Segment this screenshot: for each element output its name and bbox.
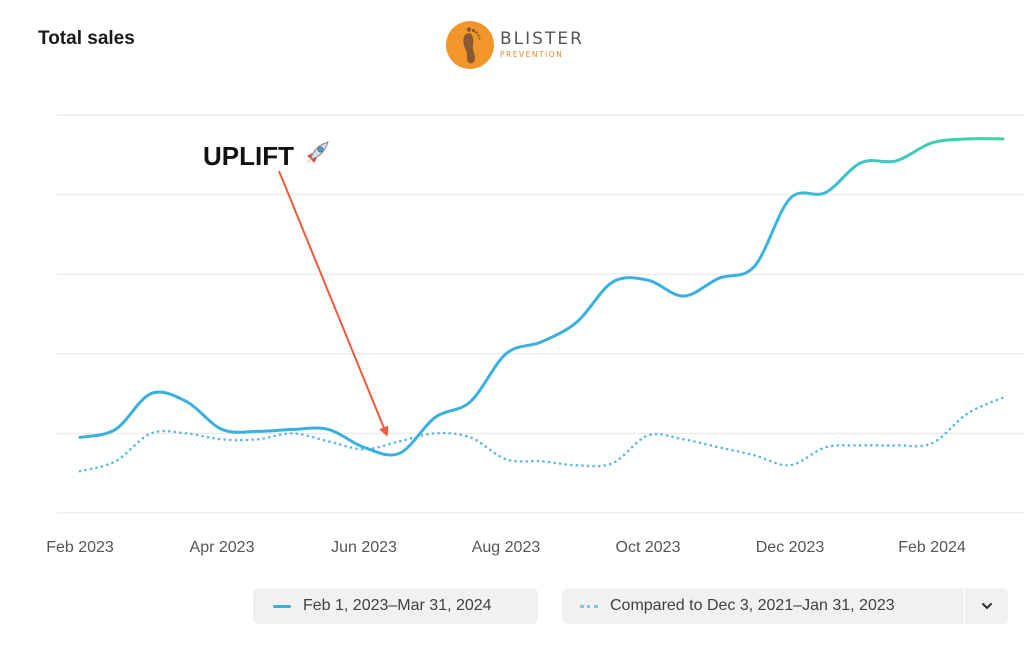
x-tick-label: Feb 2023 [46,539,114,556]
chart-title: Total sales [38,28,135,49]
dotted-line-swatch [580,604,598,608]
primary-period-legend[interactable]: Feb 1, 2023–Mar 31, 2024 [253,588,538,624]
annotation-arrow [278,170,389,437]
comparison-period-label: Compared to Dec 3, 2021–Jan 31, 2023 [610,597,895,614]
primary-period-label: Feb 1, 2023–Mar 31, 2024 [303,597,492,614]
rocket-icon [302,138,332,175]
x-tick-label: Oct 2023 [616,539,681,556]
x-tick-label: Jun 2023 [331,539,397,556]
legend-divider [964,588,965,624]
sales-line-chart: Feb 2023 Apr 2023 Jun 2023 Aug 2023 Oct 2023… [46,114,1024,556]
x-tick-label: Aug 2023 [472,539,541,556]
solid-line-swatch [273,604,291,608]
logo-subtext: PREVENTION [500,50,564,60]
uplift-label: UPLIFT [203,141,294,171]
chevron-down-icon[interactable] [966,588,1008,624]
comparison-period-legend[interactable]: Compared to Dec 3, 2021–Jan 31, 2023 [562,588,1008,624]
uplift-annotation: UPLIFT [203,138,332,175]
logo-text: BLISTER [500,29,584,50]
primary-series-line [78,137,1005,457]
comparison-series-line [78,396,1005,473]
brand-logo: BLISTER PREVENTION [446,21,584,69]
x-tick-label: Feb 2024 [898,539,966,556]
footprint-icon [446,21,494,69]
x-tick-label: Apr 2023 [190,539,255,556]
x-tick-label: Dec 2023 [756,539,825,556]
